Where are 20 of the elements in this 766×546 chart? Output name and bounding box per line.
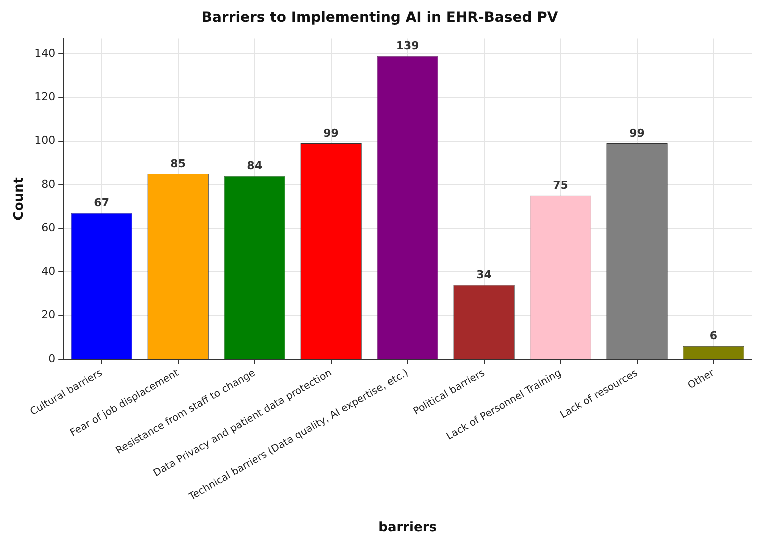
y-tick-label: 0 bbox=[48, 352, 56, 366]
chart-title: Barriers to Implementing AI in EHR-Based PV bbox=[202, 10, 558, 26]
y-tick-label: 60 bbox=[42, 221, 56, 234]
x-axis-title: barriers bbox=[378, 520, 438, 536]
y-tick-label: 40 bbox=[42, 265, 56, 278]
y-tick-label: 100 bbox=[34, 134, 56, 148]
y-tick-label: 20 bbox=[42, 308, 56, 322]
data-label: 84 bbox=[247, 160, 263, 173]
data-label: 67 bbox=[94, 196, 110, 210]
data-label: 75 bbox=[553, 179, 568, 192]
data-label: 34 bbox=[476, 268, 492, 282]
data-label: 99 bbox=[324, 126, 339, 140]
y-tick-label: 120 bbox=[34, 90, 56, 104]
y-tick-label: 140 bbox=[34, 46, 56, 60]
data-label: 6 bbox=[710, 330, 718, 343]
data-label: 99 bbox=[630, 126, 645, 140]
y-axis-title: Count bbox=[12, 178, 28, 221]
data-label: 85 bbox=[170, 157, 186, 170]
data-label: 139 bbox=[396, 40, 420, 53]
y-tick-label: 80 bbox=[42, 178, 56, 191]
